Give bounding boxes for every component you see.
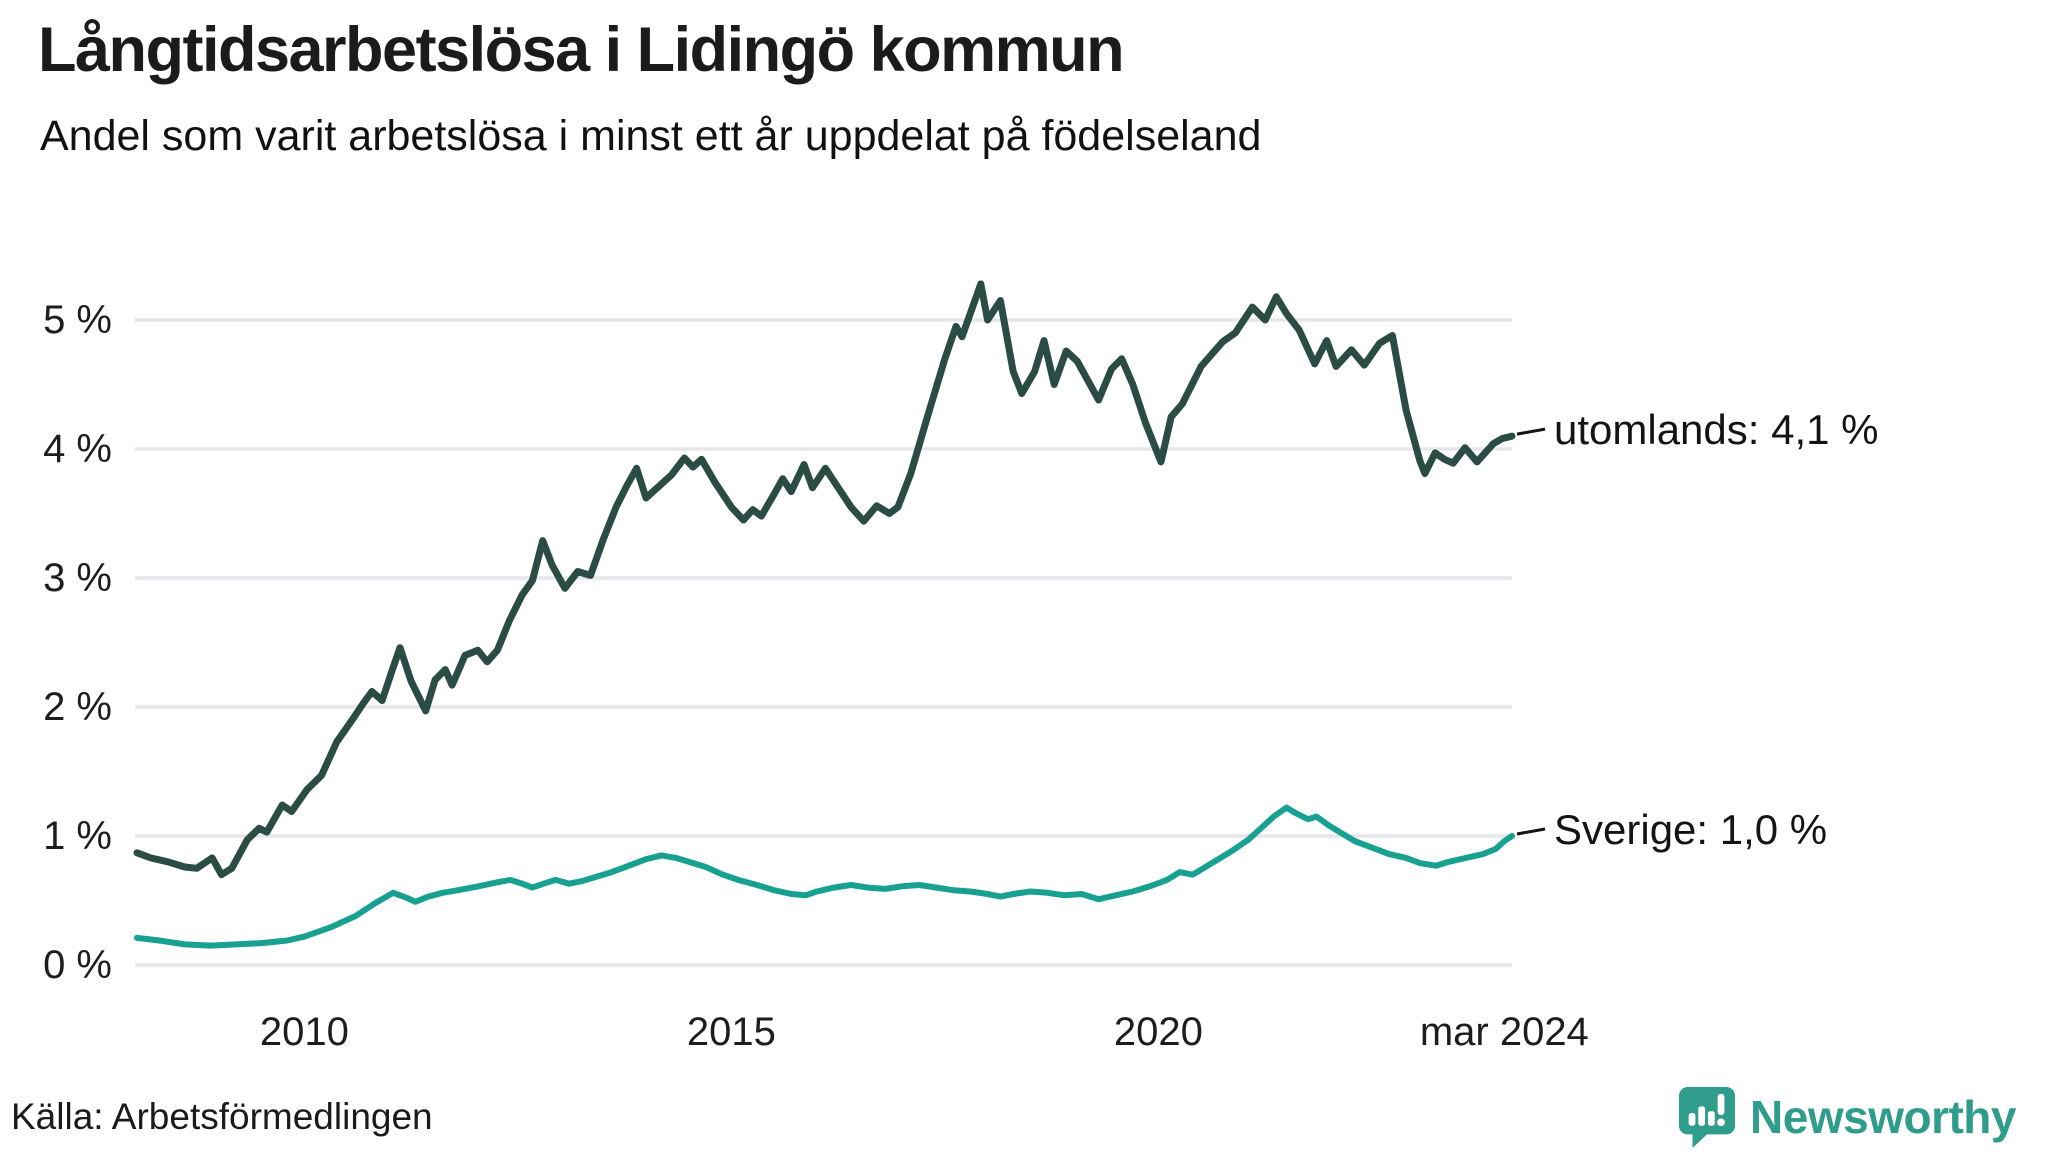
x-tick-label-mar-2024: mar 2024 — [1419, 1010, 1589, 1054]
newsworthy-bubble-chart-icon — [1679, 1087, 1736, 1148]
x-tick-label-2015: 2015 — [686, 1010, 776, 1054]
page-title: Långtidsarbetslösa i Lidingö kommun — [38, 15, 1125, 85]
label-connector-sverige — [1516, 827, 1546, 836]
newsworthy-logo[interactable]: Newsworthy — [1678, 1086, 2016, 1148]
x-tick-label-2020: 2020 — [1113, 1010, 1203, 1054]
newsworthy-wordmark: Newsworthy — [1750, 1091, 2016, 1143]
chart-subtitle: Andel som varit arbetslösa i minst ett å… — [40, 112, 1262, 160]
series-line-sverige — [134, 804, 1515, 949]
x-tick-label-2010: 2010 — [259, 1010, 349, 1054]
y-tick-label-2: 2 % — [43, 685, 112, 729]
y-tick-label-0: 0 % — [43, 943, 112, 987]
y-tick-label-3: 3 % — [43, 556, 112, 600]
y-tick-label-1: 1 % — [43, 814, 112, 858]
series-label-utomlands: utomlands: 4,1 % — [1554, 406, 1879, 454]
label-connector-utomlands — [1516, 427, 1546, 436]
y-tick-label-5: 5 % — [43, 298, 112, 342]
series-label-sverige: Sverige: 1,0 % — [1554, 806, 1828, 853]
y-tick-label-4: 4 % — [43, 427, 112, 471]
series-line-utomlands — [133, 280, 1516, 879]
source-attribution: Källa: Arbetsförmedlingen — [11, 1096, 433, 1137]
